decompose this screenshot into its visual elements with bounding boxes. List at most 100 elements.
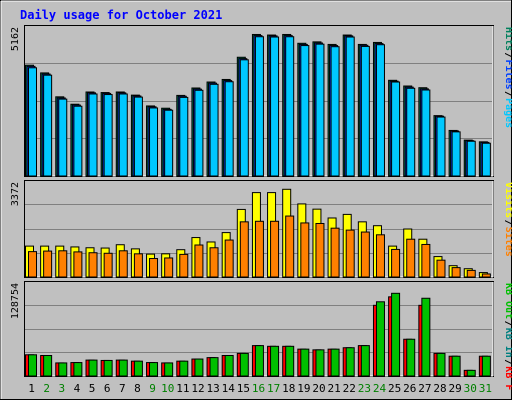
hits-panel-ymax-label: 5162	[10, 27, 21, 51]
visits-panel-bar-sites	[436, 259, 446, 278]
kbytes-panel-bar-kb-out	[149, 362, 159, 377]
day-label: 3	[59, 382, 66, 395]
day-label: 21	[328, 382, 341, 395]
kbytes-panel-bar-kb-out	[58, 362, 68, 377]
kbytes-panel-legend-item: KB In	[503, 328, 512, 358]
visits-panel-bar-sites	[300, 222, 310, 278]
visits-panel-bar-sites	[164, 257, 174, 278]
day-label: 10	[161, 382, 174, 395]
kbytes-panel-legend: KB Out/KB In/KB F	[503, 283, 512, 390]
kbytes-panel-bar-kb-out	[118, 359, 128, 377]
day-label: 12	[191, 382, 204, 395]
kbytes-panel-bar-kb-out	[73, 362, 83, 377]
day-label: 28	[433, 382, 446, 395]
day-label: 14	[222, 382, 236, 395]
hits-panel-legend-item: Hits	[503, 27, 512, 51]
day-label: 1	[28, 382, 35, 395]
kbytes-panel-ymax-label: 128754	[10, 283, 21, 319]
visits-panel-bar-sites	[270, 220, 280, 278]
kbytes-panel-bar-kb-out	[375, 301, 385, 377]
hits-panel-bar-pages	[224, 81, 234, 177]
day-label: 31	[479, 382, 492, 395]
hits-panel-bar-pages	[391, 81, 401, 177]
visits-panel-bar-sites	[88, 252, 98, 278]
day-label: 17	[267, 382, 280, 395]
visits-panel-bar-sites	[149, 258, 159, 278]
day-label: 11	[176, 382, 189, 395]
day-label: 23	[358, 382, 371, 395]
visits-panel-bar-sites	[285, 215, 295, 278]
hits-panel-legend: Hits/Files/Pages	[503, 27, 512, 128]
hits-panel-bar-pages	[315, 43, 325, 177]
kbytes-panel-bar-kb-out	[209, 357, 219, 377]
day-label: 7	[119, 382, 126, 395]
hits-panel-bar-pages	[88, 93, 98, 177]
visits-panel-bar-sites	[421, 243, 431, 278]
day-label: 19	[297, 382, 310, 395]
day-label: 26	[403, 382, 416, 395]
hits-panel-legend-item: Files	[503, 60, 512, 90]
hits-panel-bar-pages	[421, 89, 431, 177]
day-label: 27	[418, 382, 431, 395]
kbytes-panel-bar-kb-out	[285, 345, 295, 377]
kbytes-panel-bar-kb-out	[360, 345, 370, 377]
day-label: 13	[206, 382, 219, 395]
visits-panel-bar-sites	[391, 248, 401, 278]
hits-panel-bar-pages	[466, 140, 476, 177]
hits-panel-bar-pages	[209, 83, 219, 177]
kbytes-panel-bar-kb-out	[315, 349, 325, 377]
kbytes-panel-bar-kb-out	[133, 360, 143, 377]
hits-panel-bar-pages	[179, 96, 189, 177]
kbytes-panel-bar-kb-out	[345, 347, 355, 377]
day-label: 22	[343, 382, 356, 395]
hits-panel-bar-pages	[133, 96, 143, 177]
hits-panel-legend-item: Pages	[503, 98, 512, 128]
hits-panel-bar-pages	[330, 46, 340, 177]
hits-panel-bar-pages	[300, 45, 310, 177]
hits-panel-bar-pages	[285, 36, 295, 177]
kbytes-panel-bar-kb-out	[466, 369, 476, 377]
visits-panel-bar-sites	[103, 252, 113, 278]
visits-panel-bar-sites	[254, 220, 264, 278]
visits-panel-legend-item: Sites	[503, 227, 512, 257]
kbytes-panel-bar-kb-out	[406, 338, 416, 377]
kbytes-panel-bar-kb-out	[300, 348, 310, 377]
kbytes-panel-bar-kb-out	[43, 355, 53, 377]
day-label: 5	[89, 382, 96, 395]
visits-panel-bar-sites	[345, 229, 355, 278]
visits-panel-bar-sites	[375, 234, 385, 278]
visits-panel-bar-sites	[118, 250, 128, 278]
visits-panel-bar-sites	[43, 250, 53, 278]
day-label: 24	[373, 382, 387, 395]
day-label: 6	[104, 382, 111, 395]
day-label: 25	[388, 382, 401, 395]
day-label: 2	[43, 382, 50, 395]
day-label: 9	[149, 382, 156, 395]
kbytes-panel-bar-kb-out	[224, 355, 234, 377]
kbytes-panel-bar-kb-out	[270, 345, 280, 377]
kbytes-panel-bar-kb-out	[179, 360, 189, 377]
kbytes-panel-legend-separator: /	[503, 321, 512, 327]
hits-panel-bar-pages	[164, 109, 174, 177]
day-label: 20	[312, 382, 325, 395]
kbytes-panel-legend-separator: /	[503, 359, 512, 365]
kbytes-panel-legend-item: KB F	[503, 366, 512, 390]
visits-panel-ymax-label: 3372	[10, 182, 21, 206]
hits-panel-bar-pages	[58, 98, 68, 177]
visits-panel-bar-sites	[209, 247, 219, 278]
visits-panel-bar-sites	[406, 238, 416, 278]
visits-panel-bar-sites	[179, 253, 189, 278]
hits-panel-bar-pages	[451, 131, 461, 177]
hits-panel-bar-pages	[375, 44, 385, 177]
visits-panel-bar-sites	[315, 222, 325, 278]
visits-panel-bar-sites	[224, 239, 234, 278]
hits-panel-bar-pages	[270, 36, 280, 177]
visits-panel-legend-separator: /	[503, 220, 512, 226]
visits-panel-bar-sites	[330, 227, 340, 278]
hits-panel-legend-separator: /	[503, 91, 512, 97]
kbytes-panel-bar-kb-out	[28, 354, 37, 377]
day-label: 16	[252, 382, 265, 395]
hits-panel-bar-pages	[345, 36, 355, 177]
